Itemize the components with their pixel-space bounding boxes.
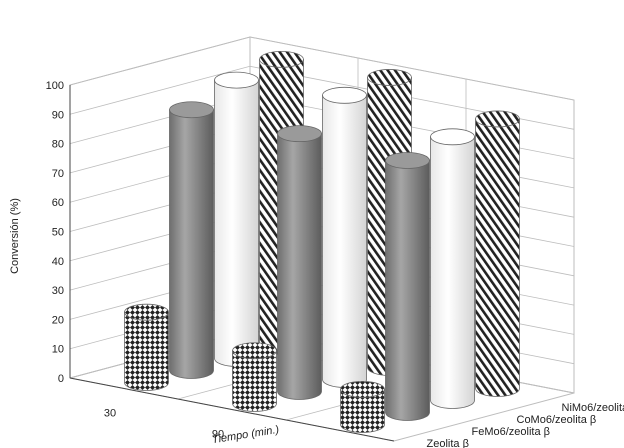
bar-top [259, 50, 304, 68]
bar-top [340, 380, 385, 398]
series-label: CoMo6/zeolita β [517, 414, 597, 426]
bar-top [430, 128, 475, 146]
bar [475, 110, 520, 397]
y-axis-label: Conversión (%) [9, 198, 21, 274]
bar-body [124, 311, 169, 391]
bar [169, 101, 214, 379]
bar-body [475, 118, 520, 397]
bar [385, 152, 430, 421]
y-tick-label: 90 [52, 109, 64, 121]
y-tick-label: 10 [52, 344, 64, 356]
y-tick-label: 80 [52, 139, 64, 151]
bar-top [475, 110, 520, 128]
bar-body [340, 388, 385, 433]
y-tick-label: 100 [46, 80, 64, 92]
bar [214, 71, 259, 367]
bar [430, 128, 475, 409]
gridline [69, 36, 575, 101]
bar-top [232, 342, 277, 360]
y-tick-label: 30 [52, 285, 64, 297]
bar-body [214, 79, 259, 367]
x-axis-label: Tiempo (min.) [211, 424, 280, 447]
bar-body [430, 136, 475, 409]
bar-top [322, 86, 367, 104]
x-tick-label: 90 [212, 429, 224, 441]
y-tick-label: 50 [52, 227, 64, 239]
bar-top [124, 303, 169, 321]
x-tick-labels: 3090180 [104, 408, 224, 441]
bar [232, 342, 277, 412]
y-tick-label: 20 [52, 314, 64, 326]
series-label: FeMo6/zeolita β [472, 426, 550, 438]
bar [340, 380, 385, 433]
bar-top [277, 125, 322, 143]
bar-body [322, 94, 367, 388]
series-label: NiMo6/zeolita β [562, 402, 624, 414]
x-tick-label: 30 [104, 408, 116, 420]
y-tick-label: 0 [58, 373, 64, 385]
bar [124, 303, 169, 391]
bar-top [385, 152, 430, 169]
series-label: Zeolita β [427, 438, 469, 448]
bar-body [385, 160, 430, 421]
bar [277, 125, 322, 400]
bar-top [169, 101, 214, 119]
y-tick-label: 40 [52, 256, 64, 268]
bar-body [169, 109, 214, 379]
y-tick-label: 70 [52, 168, 64, 180]
bar-top [214, 71, 259, 89]
bar-body [232, 350, 277, 412]
y-tick-label: 60 [52, 197, 64, 209]
y-tick-labels: 0 10 20 30 40 50 60 70 80 90 100 [46, 80, 64, 385]
bar-body [277, 133, 322, 400]
bars-group [124, 50, 520, 433]
bar-top [367, 69, 412, 86]
x-axis-line [69, 377, 395, 442]
bar [322, 86, 367, 388]
